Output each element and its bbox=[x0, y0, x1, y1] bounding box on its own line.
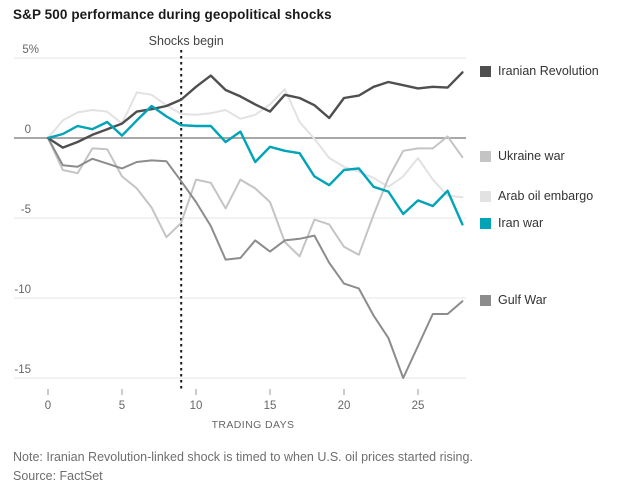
legend-swatch bbox=[480, 190, 491, 202]
legend-item-iran-war: Iran war bbox=[480, 216, 543, 230]
x-axis-title: TRADING DAYS bbox=[212, 419, 295, 431]
chart-note: Note: Iranian Revolution-linked shock is… bbox=[13, 450, 473, 464]
legend-swatch bbox=[480, 65, 491, 77]
x-tick-label: 10 bbox=[190, 400, 203, 412]
series-line-iran-war bbox=[46, 104, 464, 226]
series-line-ukraine-war bbox=[47, 135, 464, 258]
chart-title: S&P 500 performance during geopolitical … bbox=[13, 7, 332, 22]
legend-swatch bbox=[480, 294, 491, 306]
legend-item-arab-oil-embargo: Arab oil embargo bbox=[480, 189, 593, 203]
legend-label: Iran war bbox=[498, 216, 544, 231]
line-chart-plot: 5% 0 -5 -10 -15 0 5 10 15 20 25 TRADING DAYS Shocks … bbox=[14, 34, 466, 431]
chart-source: Source: FactSet bbox=[13, 469, 103, 483]
series-line-iranian-revolution bbox=[46, 71, 464, 149]
legend-item-gulf-war: Gulf War bbox=[480, 293, 547, 307]
x-tick-label: 0 bbox=[45, 400, 51, 412]
x-tick-label: 20 bbox=[338, 400, 351, 412]
x-tick-label: 5 bbox=[119, 400, 125, 412]
x-tick-label: 25 bbox=[412, 400, 425, 412]
legend-item-ukraine-war: Ukraine war bbox=[480, 149, 565, 163]
legend-item-iranian-revolution: Iranian Revolution bbox=[480, 64, 599, 78]
legend-swatch bbox=[480, 217, 491, 229]
legend-label: Arab oil embargo bbox=[498, 189, 594, 204]
y-tick-label: -5 bbox=[21, 204, 31, 216]
x-tick-label: 15 bbox=[264, 400, 277, 412]
y-tick-label: -10 bbox=[14, 284, 31, 296]
y-tick-label: -15 bbox=[14, 364, 31, 376]
series-line-arab-oil-embargo bbox=[47, 88, 464, 199]
chart-legend: Iranian Revolution Ukraine war Arab oil em… bbox=[480, 0, 630, 440]
shocks-begin-annotation: Shocks begin bbox=[149, 34, 224, 48]
legend-label: Ukraine war bbox=[498, 149, 565, 164]
y-tick-label: 0 bbox=[25, 124, 31, 136]
y-tick-label: 5% bbox=[22, 44, 39, 56]
legend-label: Gulf War bbox=[498, 293, 547, 308]
legend-label: Iranian Revolution bbox=[498, 64, 599, 79]
legend-swatch bbox=[480, 150, 491, 162]
series-line-gulf-war bbox=[47, 137, 464, 379]
